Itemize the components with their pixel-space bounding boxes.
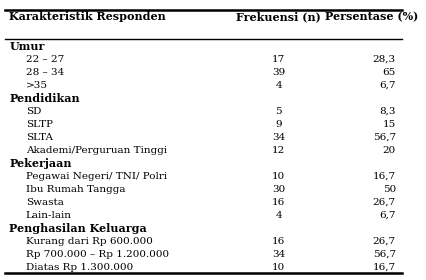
- Text: Penghasilan Keluarga: Penghasilan Keluarga: [9, 223, 147, 234]
- Text: Diatas Rp 1.300.000: Diatas Rp 1.300.000: [26, 263, 133, 272]
- Text: Pendidikan: Pendidikan: [9, 93, 80, 104]
- Text: Persentase (%): Persentase (%): [325, 11, 418, 22]
- Text: 28,3: 28,3: [373, 55, 396, 64]
- Text: SD: SD: [26, 107, 41, 116]
- Text: 16,7: 16,7: [373, 172, 396, 181]
- Text: >35: >35: [26, 81, 48, 90]
- Text: Umur: Umur: [9, 41, 45, 52]
- Text: 56,7: 56,7: [373, 133, 396, 142]
- Text: 6,7: 6,7: [380, 81, 396, 90]
- Text: 56,7: 56,7: [373, 250, 396, 259]
- Text: Rp 700.000 – Rp 1.200.000: Rp 700.000 – Rp 1.200.000: [26, 250, 169, 259]
- Text: Karakteristik Responden: Karakteristik Responden: [9, 11, 166, 22]
- Text: 28 – 34: 28 – 34: [26, 68, 64, 77]
- Text: SLTA: SLTA: [26, 133, 53, 142]
- Text: 10: 10: [272, 263, 285, 272]
- Text: 17: 17: [272, 55, 285, 64]
- Text: Kurang dari Rp 600.000: Kurang dari Rp 600.000: [26, 237, 153, 246]
- Text: 39: 39: [272, 68, 285, 77]
- Text: Akademi/Perguruan Tinggi: Akademi/Perguruan Tinggi: [26, 146, 167, 155]
- Text: 65: 65: [383, 68, 396, 77]
- Text: 26,7: 26,7: [373, 237, 396, 246]
- Text: 50: 50: [383, 185, 396, 194]
- Text: 5: 5: [275, 107, 282, 116]
- Text: 34: 34: [272, 133, 285, 142]
- Text: Lain-lain: Lain-lain: [26, 211, 72, 220]
- Text: Pegawai Negeri/ TNI/ Polri: Pegawai Negeri/ TNI/ Polri: [26, 172, 167, 181]
- Text: Frekuensi (n): Frekuensi (n): [236, 11, 321, 22]
- Text: 4: 4: [275, 211, 282, 220]
- Text: 4: 4: [275, 81, 282, 90]
- Text: 15: 15: [383, 120, 396, 129]
- Text: 16,7: 16,7: [373, 263, 396, 272]
- Text: Pekerjaan: Pekerjaan: [9, 158, 72, 169]
- Text: 30: 30: [272, 185, 285, 194]
- Text: 8,3: 8,3: [380, 107, 396, 116]
- Text: Ibu Rumah Tangga: Ibu Rumah Tangga: [26, 185, 125, 194]
- Text: 6,7: 6,7: [380, 211, 396, 220]
- Text: 20: 20: [383, 146, 396, 155]
- Text: 16: 16: [272, 237, 285, 246]
- Text: Swasta: Swasta: [26, 198, 63, 207]
- Text: 22 – 27: 22 – 27: [26, 55, 64, 64]
- Text: 26,7: 26,7: [373, 198, 396, 207]
- Text: 16: 16: [272, 198, 285, 207]
- Text: 9: 9: [275, 120, 282, 129]
- Text: 10: 10: [272, 172, 285, 181]
- Text: 12: 12: [272, 146, 285, 155]
- Text: 34: 34: [272, 250, 285, 259]
- Text: SLTP: SLTP: [26, 120, 53, 129]
